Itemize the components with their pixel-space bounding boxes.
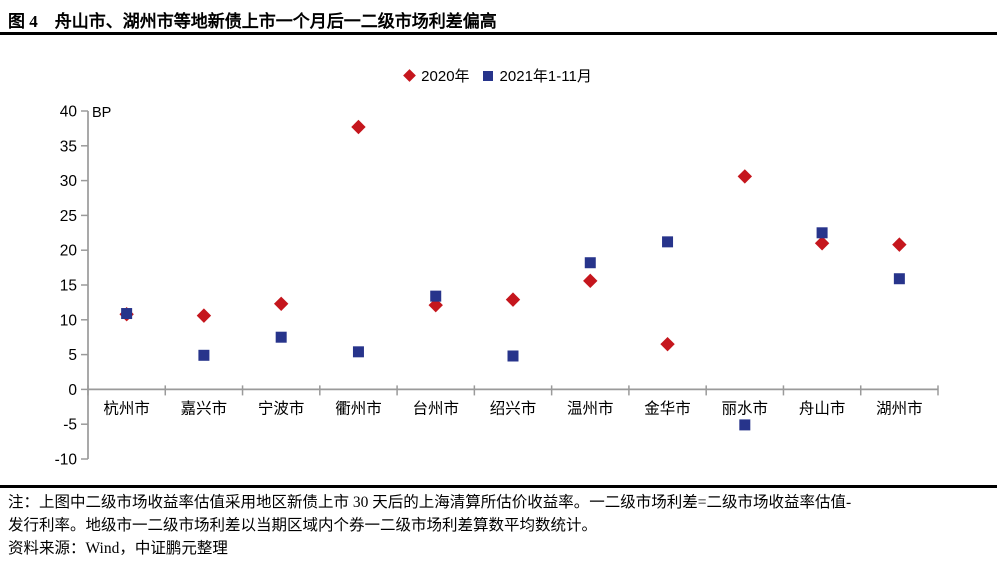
data-point-square — [507, 350, 519, 362]
chart-bottom-divider — [0, 485, 997, 488]
y-tick-label: 15 — [60, 278, 77, 295]
data-point-diamond — [351, 119, 366, 135]
y-tick-label: 30 — [60, 173, 78, 190]
x-category-label: 绍兴市 — [490, 399, 537, 417]
y-tick-label: 35 — [60, 138, 77, 155]
chart-legend: 2020年 2021年1-11月 — [0, 65, 997, 86]
series-2021 — [121, 227, 905, 431]
data-point-square — [430, 290, 442, 302]
series-2020 — [119, 119, 907, 352]
y-tick-label: 10 — [60, 312, 78, 329]
x-category-label: 衢州市 — [335, 399, 382, 417]
y-tick-label: 25 — [60, 208, 77, 225]
data-point-diamond — [196, 308, 212, 323]
legend-item-2020: 2020年 — [403, 65, 470, 86]
source-line: 资料来源：Wind，中证鹏元整理 — [8, 540, 228, 557]
data-point-diamond — [660, 336, 675, 352]
x-category-label: 宁波市 — [258, 399, 305, 417]
data-point-diamond — [814, 236, 830, 251]
x-category-label: 台州市 — [412, 399, 459, 417]
x-category-label: 金华市 — [644, 399, 691, 417]
footnotes: 注：上图中二级市场收益率估值采用地区新债上市 30 天后的上海清算所估价收益率。… — [0, 488, 997, 561]
data-point-square — [662, 236, 674, 248]
data-point-square — [275, 331, 287, 343]
x-axis: 杭州市 嘉兴市 宁波市 衢州市 台州市 绍兴市 温州市 金华市 丽水市 舟山市 湖州市 — [87, 385, 939, 417]
data-point-square — [816, 227, 828, 239]
data-point-diamond — [273, 296, 289, 311]
data-point-diamond — [892, 237, 907, 252]
x-category-label: 杭州市 — [103, 399, 150, 417]
x-category-label: 嘉兴市 — [181, 399, 228, 417]
legend-label-2021: 2021年1-11月 — [499, 68, 592, 85]
data-point-square — [352, 346, 364, 358]
legend-item-2021: 2021年1-11月 — [482, 65, 592, 86]
data-point-square — [584, 257, 596, 269]
y-tick-label: -10 — [55, 452, 78, 469]
data-point-diamond — [583, 273, 598, 289]
y-tick-label: 20 — [60, 243, 78, 260]
x-category-label: 湖州市 — [876, 399, 923, 417]
chart-canvas: 40 35 30 25 20 15 10 5 0 -5 -10 BP 杭州市 嘉兴市 宁波市 衢州市 台州市 绍兴… — [55, 104, 939, 469]
y-tick-label: -5 — [63, 417, 77, 434]
note-line-1: 注：上图中二级市场收益率估值采用地区新债上市 30 天后的上海清算所估价收益率。… — [8, 494, 852, 511]
data-point-square — [893, 273, 905, 285]
y-tick-label: 40 — [60, 104, 78, 121]
title-divider — [0, 32, 997, 35]
chart-area: 40 35 30 25 20 15 10 5 0 -5 -10 BP 杭州市 嘉兴市 宁波市 衢州市 台州市 绍兴… — [0, 35, 997, 485]
y-tick-label: 0 — [68, 382, 77, 399]
data-point-square — [739, 419, 751, 431]
data-point-diamond — [505, 292, 521, 307]
data-point-square — [121, 308, 133, 320]
y-tick-label: 5 — [68, 347, 77, 364]
data-point-diamond — [737, 169, 753, 184]
figure-title: 图 4 舟山市、湖州市等地新债上市一个月后一二级市场利差偏高 — [8, 12, 497, 31]
data-point-square — [198, 349, 210, 361]
square-marker-icon — [482, 70, 493, 81]
y-axis-unit-label: BP — [92, 105, 111, 121]
y-axis: 40 35 30 25 20 15 10 5 0 -5 -10 BP — [55, 104, 112, 469]
note-line-2: 发行利率。地级市一二级市场利差以当期区域内个券一二级市场利差算数平均数统计。 — [8, 516, 598, 534]
x-category-label: 温州市 — [567, 399, 614, 417]
legend-label-2020: 2020年 — [421, 68, 470, 85]
diamond-marker-icon — [403, 69, 417, 82]
x-category-label: 舟山市 — [799, 399, 846, 417]
x-category-label: 丽水市 — [722, 399, 769, 417]
